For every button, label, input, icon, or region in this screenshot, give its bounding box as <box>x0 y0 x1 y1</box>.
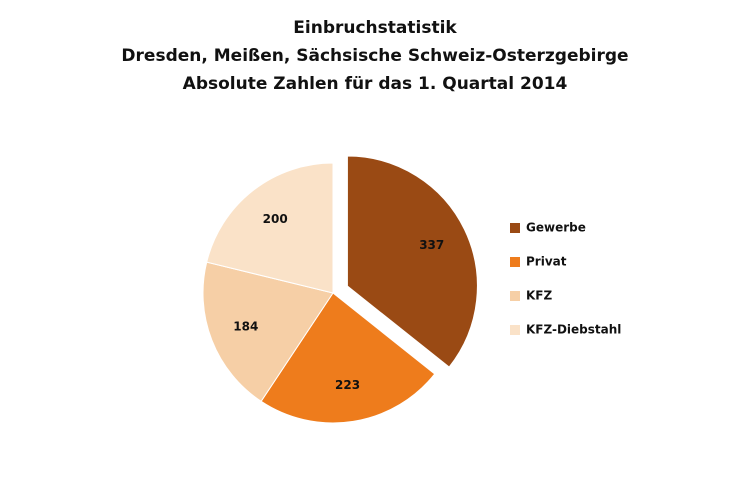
legend-swatch <box>510 291 520 301</box>
legend-label: Gewerbe <box>526 221 586 235</box>
chart-title: Einbruchstatistik <box>293 18 457 38</box>
data-label: 337 <box>419 238 444 252</box>
legend-label: Privat <box>526 255 567 269</box>
data-label: 223 <box>335 378 360 392</box>
chart-title: Dresden, Meißen, Sächsische Schweiz-Oste… <box>121 46 628 66</box>
legend-label: KFZ <box>526 289 552 303</box>
pie-slice <box>206 162 334 294</box>
pie-slice <box>260 292 436 424</box>
legend-label: KFZ-Diebstahl <box>526 323 621 337</box>
pie-slice <box>346 155 478 368</box>
data-label: 184 <box>233 320 258 334</box>
pie-slice <box>202 261 334 403</box>
chart-title: Absolute Zahlen für das 1. Quartal 2014 <box>183 74 568 94</box>
legend-swatch <box>510 223 520 233</box>
data-label: 200 <box>263 212 288 226</box>
legend-swatch <box>510 257 520 267</box>
legend-swatch <box>510 325 520 335</box>
